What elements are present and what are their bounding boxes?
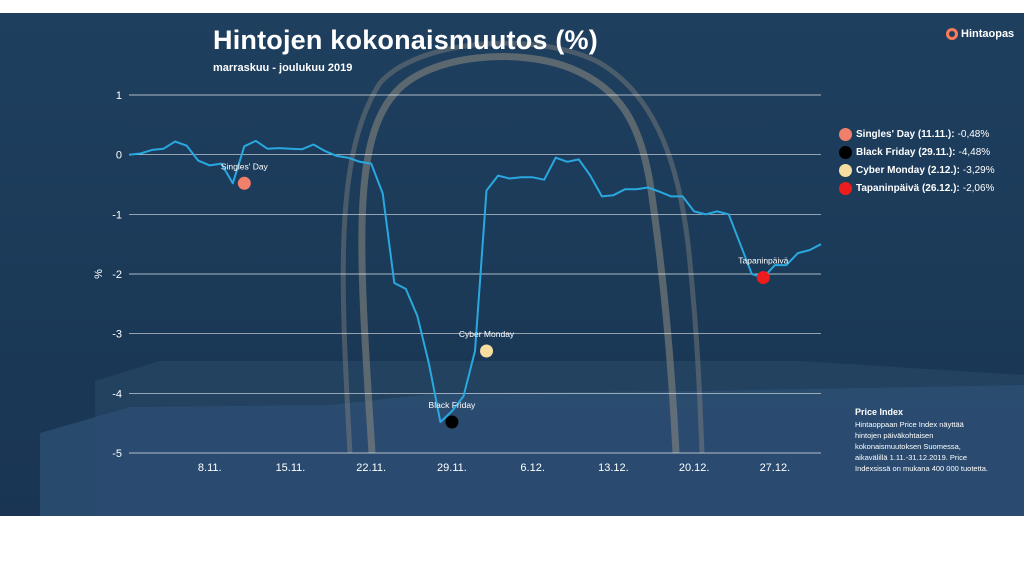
annotation-label: Black Friday (429, 400, 477, 410)
x-tick-label: 6.12. (520, 462, 544, 474)
data-point-marker (445, 415, 459, 429)
shopping-bag-background-image (40, 40, 1024, 516)
legend-label: Tapaninpäivä (26.12.): (856, 182, 960, 194)
x-tick-label: 29.11. (437, 462, 467, 474)
y-tick-label: -3 (112, 329, 122, 341)
legend-value: -2,06% (962, 182, 995, 194)
y-tick-label: -5 (112, 448, 122, 460)
x-tick-label: 13.12. (598, 462, 629, 474)
brand-name: Hintaopas (961, 28, 1015, 40)
x-tick-label: 20.12. (679, 462, 710, 474)
y-axis-label: % (93, 269, 105, 279)
chart-subtitle: marraskuu - joulukuu 2019 (213, 62, 353, 74)
info-text: Hintaoppaan Price Index näyttää hintojen… (855, 420, 989, 473)
chart-legend: Singles' Day (11.11.): -0,48% Black Frid… (839, 125, 995, 197)
legend-label: Singles' Day (11.11.): (856, 128, 955, 140)
annotation-label: Singles' Day (221, 161, 269, 171)
x-tick-label: 22.11. (356, 462, 386, 474)
annotation-label: Tapaninpäivä (738, 256, 788, 266)
y-tick-label: 1 (116, 90, 122, 102)
annotation-label: Cyber Monday (459, 329, 515, 339)
y-tick-label: -4 (112, 388, 122, 400)
legend-marker (839, 163, 852, 177)
brand-logo: Hintaopas (946, 28, 1014, 40)
data-point-marker (237, 176, 251, 190)
x-tick-label: 8.11. (198, 462, 222, 474)
data-point-marker (480, 344, 494, 358)
legend-value: -0,48% (957, 128, 990, 140)
line-chart: 1 0 -1 -2 -3 -4 -5% 8.11. 15.11. 22.11. 29.11. 6.12… (93, 90, 822, 474)
y-tick-label: 0 (116, 150, 122, 162)
legend-value: -3,29% (962, 164, 995, 176)
legend-value: -4,48% (958, 146, 991, 158)
y-tick-label: -2 (112, 269, 122, 281)
legend-marker (839, 181, 852, 195)
x-tick-label: 15.11. (276, 462, 306, 474)
legend-item: Cyber Monday (2.12.): -3,29% (839, 161, 995, 179)
legend-label: Cyber Monday (2.12.): (856, 164, 960, 176)
price-index-info: Price Index Hintaoppaan Price Index näyt… (855, 407, 990, 474)
data-point-marker (756, 271, 770, 285)
chart-title: Hintojen kokonaismuutos (%) (213, 25, 598, 55)
legend-item: Black Friday (29.11.): -4,48% (839, 143, 995, 161)
legend-label: Black Friday (29.11.): (856, 146, 956, 158)
chart-panel: Hintojen kokonaismuutos (%) marraskuu - … (0, 13, 1024, 516)
legend-marker (839, 127, 852, 141)
legend-item: Tapaninpäivä (26.12.): -2,06% (839, 179, 995, 197)
series-line (128, 139, 822, 423)
x-tick-label: 27.12. (760, 462, 791, 474)
hintaopas-logo-icon (946, 28, 958, 40)
legend-item: Singles' Day (11.11.): -0,48% (839, 125, 995, 143)
y-tick-label: -1 (112, 209, 122, 221)
info-title: Price Index (855, 407, 904, 417)
legend-marker (839, 145, 852, 159)
